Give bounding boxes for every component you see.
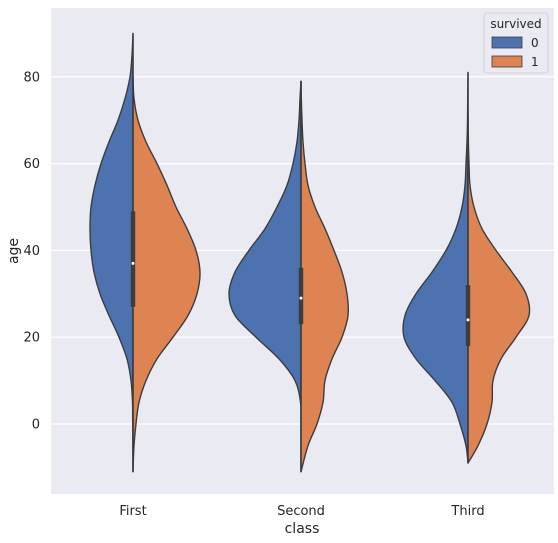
violins [89, 32, 531, 473]
median-marker [299, 296, 303, 300]
y-axis-label: age [6, 238, 22, 264]
iqr-box [465, 285, 471, 346]
y-tick-label: 40 [23, 244, 40, 259]
violin-second [228, 80, 350, 473]
x-tick-label: Third [450, 504, 484, 519]
legend-swatch-1 [491, 55, 523, 68]
violin-half-left [89, 32, 134, 473]
violin-first [89, 32, 201, 473]
y-tick-label: 60 [23, 157, 40, 172]
x-axis-label: class [285, 521, 320, 537]
violin-half-left [402, 71, 469, 464]
y-tick-label: 80 [23, 70, 40, 85]
iqr-box [130, 211, 136, 307]
legend-swatch-0 [491, 36, 523, 49]
violin-half-left [228, 80, 302, 473]
legend: survived 0 1 [483, 12, 549, 74]
x-tick-labels: First Second Third [119, 504, 484, 519]
y-tick-label: 20 [23, 331, 40, 346]
x-tick-label: Second [277, 504, 325, 519]
median-marker [466, 318, 470, 322]
violin-third [402, 71, 531, 464]
legend-title: survived [490, 17, 541, 31]
violin-half-right [300, 80, 350, 473]
violin-half-right [467, 110, 531, 464]
y-tick-labels: 0 20 40 60 80 [23, 70, 40, 432]
median-marker [131, 261, 135, 265]
x-tick-label: First [119, 504, 146, 519]
legend-label-1: 1 [531, 55, 539, 69]
y-tick-label: 0 [32, 418, 40, 433]
legend-label-0: 0 [531, 36, 539, 50]
violin-half-right [132, 76, 201, 473]
iqr-box [298, 267, 304, 325]
